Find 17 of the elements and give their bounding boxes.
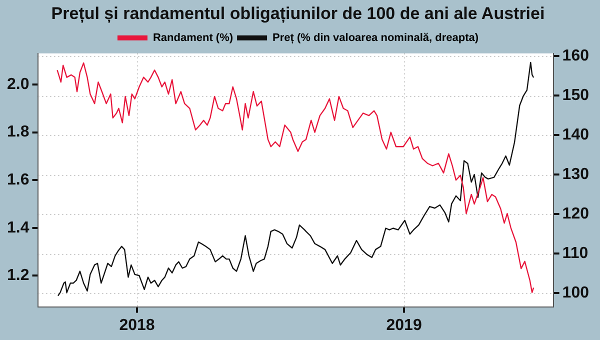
y-tick-label: 2.0 [6,76,30,93]
legend-label: Randament (%) [152,32,234,44]
y2-tick-label: 150 [562,87,590,104]
y-tick-label: 1.8 [6,124,30,141]
y2-tick-label: 130 [562,166,590,183]
chart-title: Prețul și randamentul obligațiunilor de 100 de ani ale Austriei [51,4,545,23]
x-tick-label: 2018 [119,316,155,334]
x-tick-label: 2019 [386,316,422,334]
y-tick-label: 1.4 [6,219,30,236]
y2-tick-label: 120 [562,205,590,222]
legend-label: Preț (% din valoarea nominală, dreapta) [272,32,479,44]
y2-tick-label: 140 [562,126,590,144]
y-tick-label: 1.6 [6,172,30,189]
y-tick-label: 1.2 [6,267,30,284]
y2-tick-label: 160 [562,48,590,65]
y2-tick-label: 100 [562,284,590,302]
y2-tick-label: 110 [562,244,588,262]
